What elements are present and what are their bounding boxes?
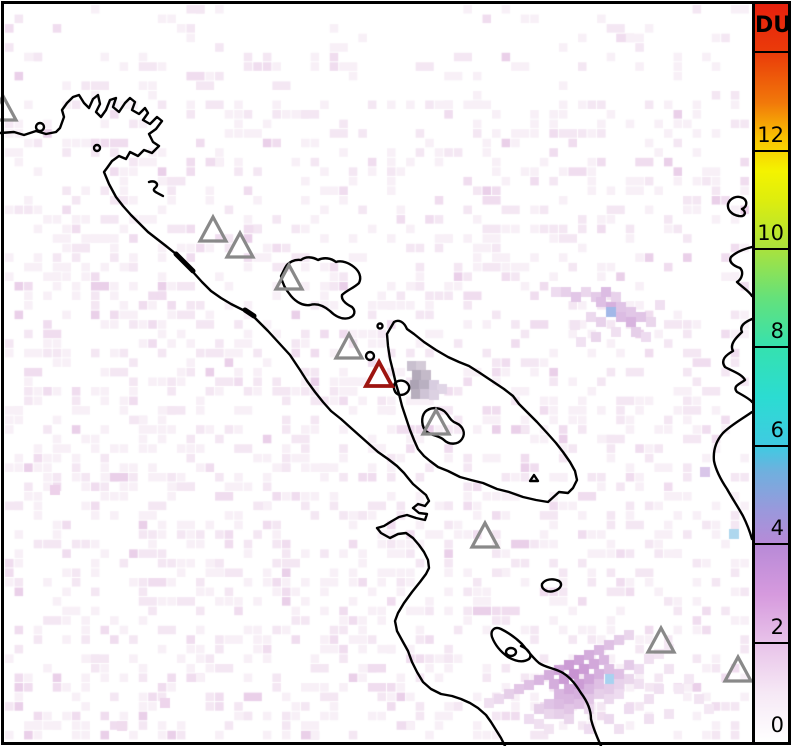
colorbar-tick-label: 12 [757, 122, 784, 147]
coastline [0, 93, 507, 746]
coastline [729, 245, 754, 298]
colorbar: 0 2 4 6 8 10 12 DU [752, 1, 791, 745]
colorbar-tick [755, 641, 788, 644]
coastline [721, 317, 754, 404]
colorbar-unit-label: DU [755, 13, 792, 38]
island [726, 195, 748, 218]
volcano-marker-gray [333, 330, 365, 360]
volcano-marker-gray [273, 261, 305, 291]
colorbar-tick-label: 4 [770, 516, 784, 541]
coastline [242, 307, 257, 319]
island [34, 121, 46, 133]
volcano-markers-layer [0, 92, 754, 683]
coastline [147, 180, 165, 198]
colorbar-tick [755, 346, 788, 349]
colorbar-tick [755, 248, 788, 250]
island [528, 473, 540, 483]
colorbar-tick [755, 149, 788, 152]
island [279, 256, 362, 320]
lake [504, 646, 518, 658]
colorbar-tick [755, 444, 788, 447]
island [392, 379, 411, 397]
volcano-marker-gray [469, 519, 501, 549]
volcano-marker-red [362, 358, 396, 388]
colorbar-tick [755, 543, 788, 546]
volcano-marker-gray [224, 229, 256, 259]
island [376, 322, 384, 330]
volcano-marker-gray [722, 653, 754, 683]
colorbar-tick-label: 10 [757, 221, 784, 245]
colorbar-tick-label: 8 [770, 319, 784, 344]
colorbar-tick-label: 6 [770, 417, 784, 442]
coastline [490, 626, 603, 746]
colorbar-tick-label: 0 [770, 713, 784, 737]
volcano-marker-gray [197, 213, 229, 243]
colorbar-gradient [755, 4, 788, 742]
colorbar-tick [755, 51, 788, 54]
island [92, 143, 102, 153]
island [540, 578, 563, 593]
coastline [173, 251, 196, 274]
volcano-marker-gray [0, 92, 19, 122]
island [364, 350, 376, 362]
coastline [712, 410, 754, 541]
lake [421, 406, 465, 445]
colorbar-tick-label: 2 [770, 614, 784, 639]
volcano-marker-gray [420, 406, 452, 436]
island [385, 319, 579, 504]
volcano-marker-gray [645, 624, 677, 654]
